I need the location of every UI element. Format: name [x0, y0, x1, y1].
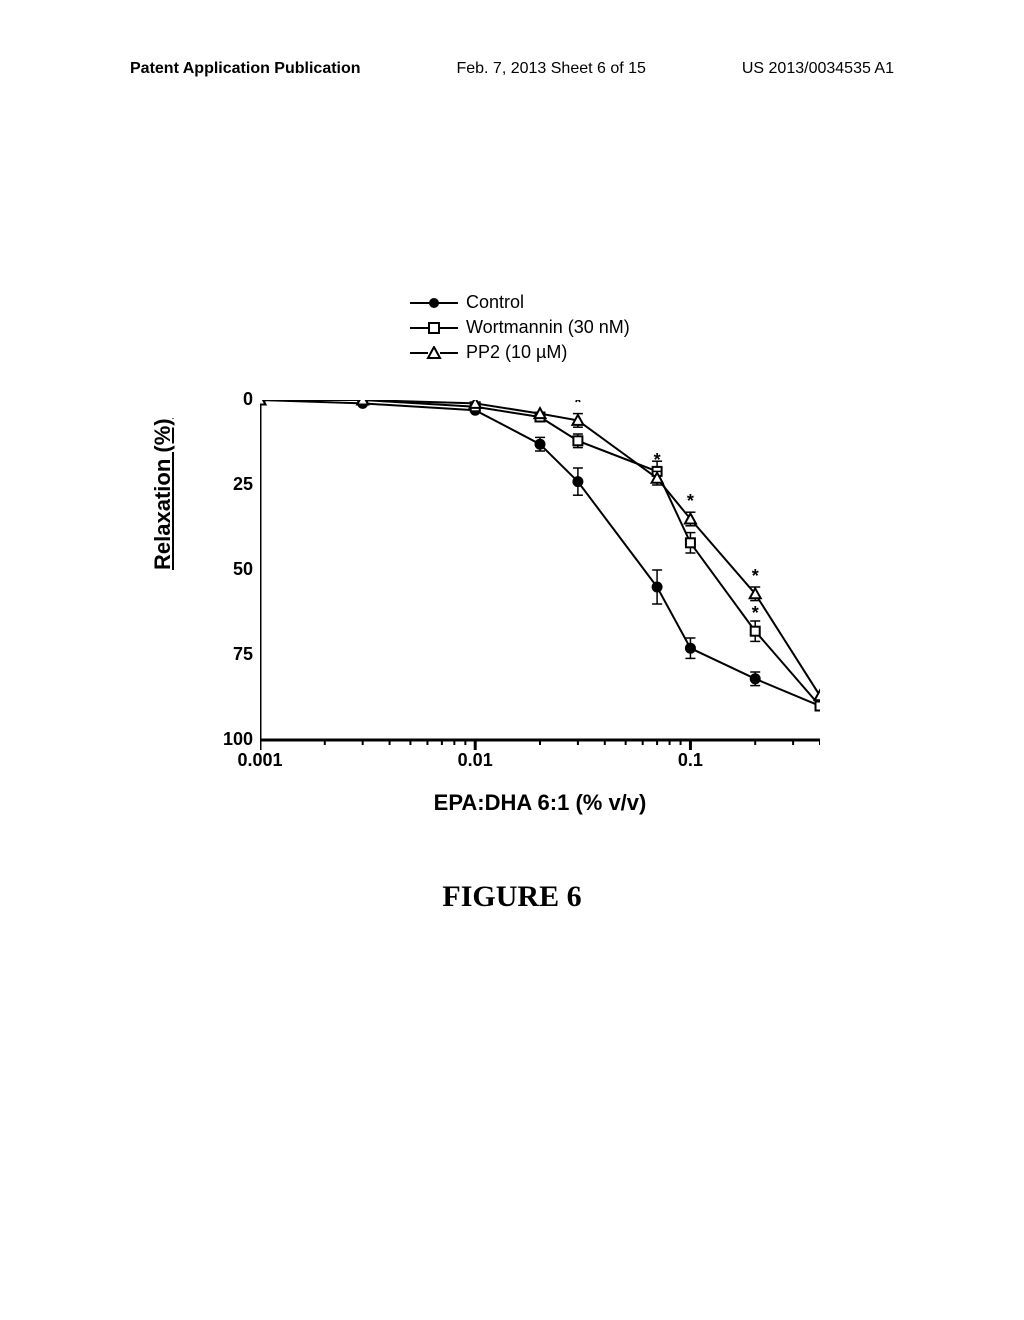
x-tick: 0.1 — [660, 750, 720, 771]
legend-item-pp2: PP2 (10 µM) — [410, 340, 630, 365]
chart-container: Control Wortmannin (30 nM) PP2 (10 µM) R… — [160, 350, 860, 850]
header-left: Patent Application Publication — [130, 60, 361, 78]
open-square-icon — [410, 321, 458, 335]
figure-caption: FIGURE 6 — [0, 880, 1024, 914]
header-right: US 2013/0034535 A1 — [742, 60, 894, 78]
x-tick: 0.001 — [230, 750, 290, 771]
y-tick: 100 — [215, 729, 253, 750]
svg-text:*: * — [574, 400, 581, 412]
legend-label: Control — [466, 290, 524, 315]
y-tick: 25 — [215, 474, 253, 495]
y-tick: 75 — [215, 644, 253, 665]
chart-svg: * * * * * — [260, 400, 820, 830]
page-header: Patent Application Publication Feb. 7, 2… — [0, 60, 1024, 78]
plot-area: * * * * * — [260, 400, 820, 740]
svg-text:*: * — [687, 491, 694, 511]
open-triangle-icon — [410, 346, 458, 360]
svg-text:*: * — [752, 566, 759, 586]
y-tick: 50 — [215, 559, 253, 580]
x-axis-label: EPA:DHA 6:1 (% v/v) — [260, 790, 820, 816]
svg-text:*: * — [752, 603, 759, 623]
legend-item-wortmannin: Wortmannin (30 nM) — [410, 315, 630, 340]
y-tick: 0 — [215, 389, 253, 410]
legend: Control Wortmannin (30 nM) PP2 (10 µM) — [410, 290, 630, 366]
filled-circle-icon — [410, 296, 458, 310]
legend-label: Wortmannin (30 nM) — [466, 315, 630, 340]
legend-label: PP2 (10 µM) — [466, 340, 567, 365]
x-tick: 0.01 — [445, 750, 505, 771]
svg-text:*: * — [654, 450, 661, 470]
y-axis-label: Relaxation (%) — [150, 418, 176, 570]
header-mid: Feb. 7, 2013 Sheet 6 of 15 — [456, 60, 645, 78]
legend-item-control: Control — [410, 290, 630, 315]
